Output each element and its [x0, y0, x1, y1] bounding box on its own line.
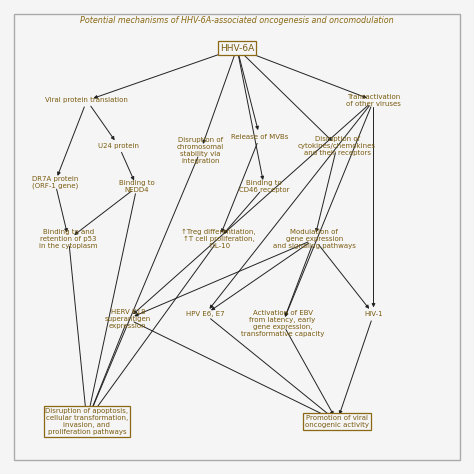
Text: Disruption of apoptosis,
cellular transformation,
invasion, and
proliferation pa: Disruption of apoptosis, cellular transf…: [46, 408, 128, 435]
Text: Disruption of
cytokines/chemokines
and their receptors: Disruption of cytokines/chemokines and t…: [298, 136, 376, 156]
Text: Binding to and
retention of p53
in the cytoplasm: Binding to and retention of p53 in the c…: [39, 229, 98, 249]
Text: HIV-1: HIV-1: [364, 311, 383, 318]
Text: Viral protein translation: Viral protein translation: [46, 98, 128, 103]
Text: HHV-6A: HHV-6A: [220, 44, 254, 53]
Text: Binding to
CD46 receptor: Binding to CD46 receptor: [239, 181, 290, 193]
Text: Activation of EBV
from latency, early
gene expression,
transformative capacity: Activation of EBV from latency, early ge…: [241, 310, 324, 337]
Text: HERV K18
superantigen
expression: HERV K18 superantigen expression: [105, 309, 151, 329]
Text: Release of MVBs: Release of MVBs: [231, 134, 289, 140]
Text: Disruption of
chromosomal
stability via
integration: Disruption of chromosomal stability via …: [177, 137, 224, 164]
Text: Potential mechanisms of HHV-6A-associated oncogenesis and oncomodulation: Potential mechanisms of HHV-6A-associate…: [80, 16, 394, 25]
Text: ↑Treg differentiation,
↑T cell proliferation,
↑IL-10: ↑Treg differentiation, ↑T cell prolifera…: [182, 229, 256, 249]
Text: DR7A protein
(ORF-1 gene): DR7A protein (ORF-1 gene): [32, 176, 78, 189]
Text: Modulation of
gene expression
and signaling pathways: Modulation of gene expression and signal…: [273, 229, 356, 249]
Text: Transactivation
of other viruses: Transactivation of other viruses: [346, 94, 401, 107]
Text: HPV E6, E7: HPV E6, E7: [186, 311, 225, 318]
Text: U24 protein: U24 protein: [98, 143, 139, 149]
Text: Binding to
NEDD4: Binding to NEDD4: [119, 181, 155, 193]
Text: Promotion of viral
oncogenic activity: Promotion of viral oncogenic activity: [305, 415, 369, 428]
